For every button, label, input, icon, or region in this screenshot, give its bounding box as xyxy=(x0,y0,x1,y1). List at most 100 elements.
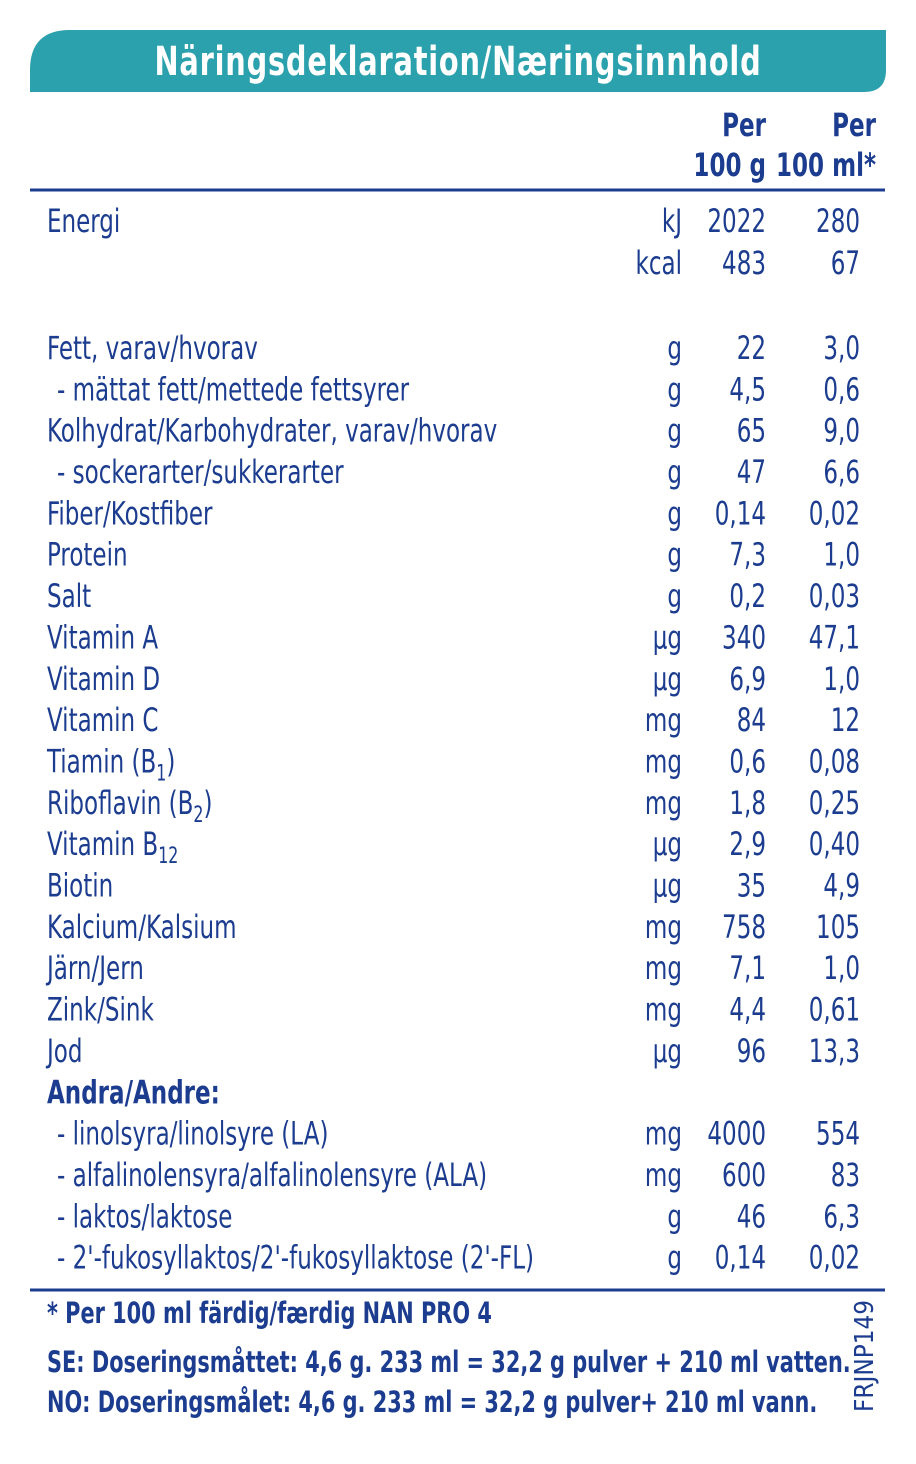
value-per-100g: 96 xyxy=(737,1032,766,1070)
value-per-100ml: 0,40 xyxy=(809,825,860,863)
value-per-100ml: 67 xyxy=(831,244,860,282)
row-label: Vitamin B12 xyxy=(47,825,178,868)
unit: mg xyxy=(645,949,682,987)
label-text: - laktos/laktose xyxy=(57,1198,232,1236)
label-text: Kolhydrat/Karbohydrater, varav/hvorav xyxy=(47,412,497,450)
row-label: Fiber/Kostfiber xyxy=(47,495,213,533)
unit: g xyxy=(667,412,682,450)
value-per-100g: 758 xyxy=(722,908,766,946)
footnote: NO: Doseringsmålet: 4,6 g. 233 ml = 32,2… xyxy=(47,1384,817,1419)
value-per-100ml: 12 xyxy=(831,701,860,739)
value-per-100g: 46 xyxy=(737,1198,766,1236)
value-per-100g: 2,9 xyxy=(729,825,766,863)
label-subscript: 2 xyxy=(193,802,203,827)
row-label: Kalcium/Kalsium xyxy=(47,908,237,946)
column-header: 100 g xyxy=(693,146,766,184)
value-per-100ml: 554 xyxy=(816,1115,860,1153)
value-per-100g: 1,8 xyxy=(729,784,766,822)
value-per-100ml: 6,3 xyxy=(823,1198,860,1236)
row-label: Protein xyxy=(47,536,128,574)
section-heading: Andra/Andre: xyxy=(47,1073,220,1111)
column-header: Per xyxy=(832,106,876,144)
value-per-100ml: 47,1 xyxy=(809,619,860,657)
label-text: Vitamin C xyxy=(47,701,159,739)
unit: g xyxy=(667,536,682,574)
unit: g xyxy=(667,1239,682,1277)
value-per-100g: 0,14 xyxy=(715,495,766,533)
title: Näringsdeklaration/Næringsinnhold xyxy=(155,37,762,84)
value-per-100ml: 1,0 xyxy=(823,536,860,574)
value-per-100g: 84 xyxy=(737,701,766,739)
label-text: Kalcium/Kalsium xyxy=(47,908,237,946)
unit: g xyxy=(667,1198,682,1236)
label-text: Riboflavin (B xyxy=(47,784,193,822)
row-label: Vitamin D xyxy=(47,660,160,698)
value-per-100g: 0,2 xyxy=(729,577,766,615)
label-text: Tiamin (B xyxy=(46,743,156,781)
row-label: - 2'-fukosyllaktos/2'-fukosyllaktose (2'… xyxy=(57,1239,534,1277)
row-label: - alfalinolensyra/alfalinolensyre (ALA) xyxy=(57,1156,487,1194)
footnote: SE: Doseringsmåttet: 4,6 g. 233 ml = 32,… xyxy=(47,1344,851,1379)
label-text: - mättat fett/mettede fettsyrer xyxy=(57,371,409,409)
product-code: FRJNP149 xyxy=(850,1300,880,1412)
value-per-100ml: 3,0 xyxy=(823,329,860,367)
label-text: Järn/Jern xyxy=(45,949,144,987)
unit: mg xyxy=(645,1156,682,1194)
label-text: - 2'-fukosyllaktos/2'-fukosyllaktose (2'… xyxy=(57,1239,534,1277)
row-label: Energi xyxy=(47,202,120,240)
row-label: Vitamin A xyxy=(47,619,158,657)
value-per-100ml: 4,9 xyxy=(823,867,860,905)
unit: g xyxy=(667,453,682,491)
label-end: ) xyxy=(204,784,213,822)
value-per-100g: 7,3 xyxy=(729,536,766,574)
label-text: Zink/Sink xyxy=(47,991,155,1029)
value-per-100ml: 1,0 xyxy=(823,949,860,987)
unit: µg xyxy=(653,660,682,698)
value-per-100g: 47 xyxy=(737,453,766,491)
value-per-100g: 340 xyxy=(722,619,766,657)
value-per-100g: 7,1 xyxy=(729,949,766,987)
row-label: Biotin xyxy=(47,867,113,905)
row-label: Jod xyxy=(45,1032,82,1070)
value-per-100ml: 1,0 xyxy=(823,660,860,698)
value-per-100ml: 0,61 xyxy=(809,991,860,1029)
value-per-100ml: 280 xyxy=(816,202,860,240)
footnote: * Per 100 ml färdig/færdig NAN PRO 4 xyxy=(47,1298,492,1331)
column-header: Per xyxy=(722,106,766,144)
unit: mg xyxy=(645,991,682,1029)
value-per-100g: 0,14 xyxy=(715,1239,766,1277)
label-text: Protein xyxy=(47,536,128,574)
row-label: Zink/Sink xyxy=(47,991,155,1029)
row-label: Kolhydrat/Karbohydrater, varav/hvorav xyxy=(47,412,497,450)
unit: kJ xyxy=(662,202,682,240)
value-per-100ml: 0,6 xyxy=(823,371,860,409)
value-per-100ml: 13,3 xyxy=(809,1032,860,1070)
unit: g xyxy=(667,577,682,615)
text-layer: Näringsdeklaration/NæringsinnholdPer100 … xyxy=(45,37,876,1419)
label-text: - sockerarter/sukkerarter xyxy=(57,453,344,491)
label-text: - linolsyra/linolsyre (LA) xyxy=(57,1115,328,1153)
value-per-100g: 4,4 xyxy=(729,991,766,1029)
value-per-100ml: 0,08 xyxy=(809,743,860,781)
unit: µg xyxy=(653,619,682,657)
unit: µg xyxy=(653,825,682,863)
header-band xyxy=(30,30,886,92)
label-subscript: 1 xyxy=(156,761,166,786)
row-label: - mättat fett/mettede fettsyrer xyxy=(57,371,409,409)
unit: mg xyxy=(645,1115,682,1153)
value-per-100ml: 0,02 xyxy=(809,495,860,533)
row-label: Järn/Jern xyxy=(45,949,144,987)
label-text: Fiber/Kostfiber xyxy=(47,495,213,533)
row-label: Salt xyxy=(47,577,91,615)
row-label: Fett, varav/hvorav xyxy=(47,329,258,367)
unit: kcal xyxy=(635,244,682,282)
value-per-100g: 483 xyxy=(722,244,766,282)
value-per-100ml: 6,6 xyxy=(823,453,860,491)
value-per-100g: 6,9 xyxy=(729,660,766,698)
value-per-100g: 4,5 xyxy=(729,371,766,409)
label-text: Vitamin D xyxy=(47,660,160,698)
value-per-100g: 35 xyxy=(737,867,766,905)
unit: µg xyxy=(653,867,682,905)
